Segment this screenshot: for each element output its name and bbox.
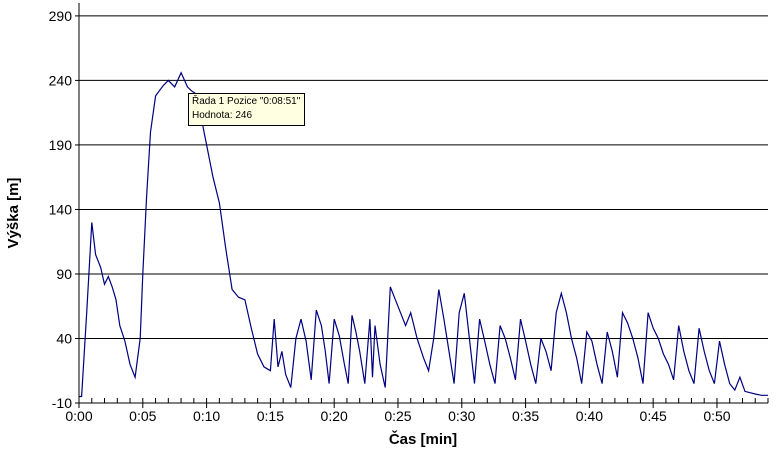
y-tick-label: -10 — [52, 395, 72, 411]
x-tick-label: 0:25 — [384, 408, 411, 424]
x-tick-label: 0:05 — [129, 408, 156, 424]
y-axis-tick-labels: -10 40 90 140 190 240 290 — [49, 8, 73, 411]
x-tick-label: 0:30 — [448, 408, 475, 424]
x-tick-label: 0:50 — [703, 408, 730, 424]
gridlines — [75, 15, 768, 404]
tooltip-series-position: Řada 1 Pozice "0:08:51" — [192, 96, 301, 107]
x-axis-title: Čas [min] — [389, 430, 457, 448]
series-line[interactable] — [79, 71, 768, 398]
x-tick-label: 0:40 — [576, 408, 603, 424]
y-tick-label: 240 — [49, 72, 73, 88]
x-tick-label: 0:15 — [257, 408, 284, 424]
x-axis-tick-labels: 0:00 0:05 0:10 0:15 0:20 0:25 0:30 0:35 0:40 0:45… — [65, 408, 730, 424]
y-axis-title: Výška [m] — [5, 178, 22, 249]
tooltip-value: Hodnota: 246 — [192, 110, 253, 121]
x-tick-label: 0:20 — [321, 408, 348, 424]
y-tick-label: 140 — [49, 201, 73, 217]
data-point-tooltip: Řada 1 Pozice "0:08:51" Hodnota: 246 — [188, 93, 306, 126]
plot-area — [79, 3, 768, 403]
x-tick-label: 0:45 — [640, 408, 667, 424]
x-tick-label: 0:00 — [65, 408, 92, 424]
x-tick-label: 0:10 — [193, 408, 220, 424]
y-tick-label: 40 — [56, 330, 72, 346]
x-tick-label: 0:35 — [512, 408, 539, 424]
y-tick-label: 190 — [49, 137, 73, 153]
y-tick-label: 290 — [49, 8, 73, 24]
y-tick-label: 90 — [56, 266, 72, 282]
